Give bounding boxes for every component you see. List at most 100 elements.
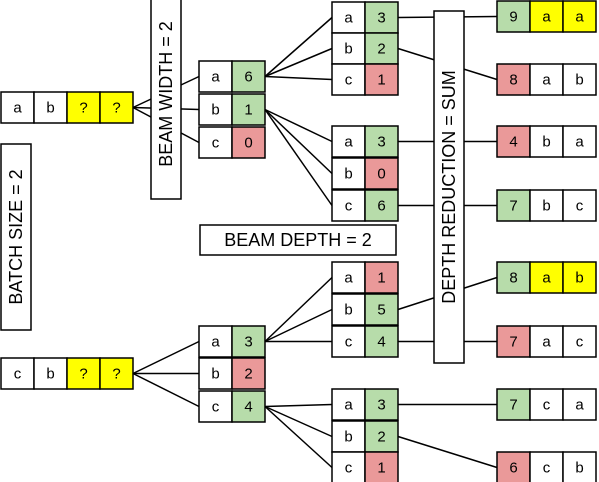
input-cell: b [33,91,68,124]
result-token-cell: a [529,63,564,96]
connector-line [264,405,333,469]
token-cell: a [331,261,366,294]
connector-line [264,403,333,408]
score-cell-text: 0 [377,166,385,183]
score-cell: 1 [364,261,399,294]
result-token-cell-text: b [542,198,550,215]
input-cell: ? [66,91,101,124]
batch-size-text: BATCH SIZE = 2 [6,169,26,304]
input-cell-text: ? [79,100,87,117]
depth-reduction-label: DEPTH REDUCTION = SUM [433,10,465,364]
result-token-cell: c [562,325,597,358]
connector-line [264,75,333,81]
result-token-cell: a [529,325,564,358]
connector-line [264,109,333,206]
result-token-cell: c [562,189,597,222]
input-cell: ? [66,357,101,390]
result-token-cell: a [562,125,597,158]
score-cell: 4 [364,325,399,358]
token-cell: c [198,126,233,159]
score-cell: 3 [364,125,399,158]
beam-depth-label: BEAM DEPTH = 2 [199,224,397,256]
connector-line [264,47,333,78]
result-token-cell: a [529,0,564,33]
input-cell: a [0,91,35,124]
score-cell: 1 [364,451,399,482]
result-token-cell-text: b [575,460,583,477]
input-cell-text: b [46,366,54,383]
token-cell-text: b [344,41,352,58]
token-cell-text: c [345,460,353,477]
result-token-cell-text: c [543,397,551,414]
score-cell-text: 3 [244,334,252,351]
connector-line [264,16,333,78]
score-cell-text: 3 [377,397,385,414]
result-token-cell: c [529,451,564,482]
result-score-cell-text: 8 [509,270,517,287]
result-token-cell-text: a [542,270,551,287]
score-cell: 0 [364,157,399,190]
score-cell-text: 6 [244,69,252,86]
token-cell-text: c [212,399,220,416]
token-cell-text: b [344,302,352,319]
beam-width-text: BEAM WIDTH = 2 [156,21,176,167]
score-cell-text: 4 [377,334,385,351]
input-cell-text: c [14,366,22,383]
result-token-cell-text: b [575,72,583,89]
result-score-cell-text: 7 [509,198,517,215]
result-token-cell-text: a [542,9,551,26]
connector-line [132,340,200,375]
result-score-cell-text: 7 [509,397,517,414]
token-cell: b [331,32,366,65]
result-score-cell: 4 [496,125,531,158]
token-cell: b [331,293,366,326]
score-cell: 3 [364,1,399,34]
input-cell-text: ? [79,366,87,383]
result-score-cell: 7 [496,388,531,421]
result-score-cell: 7 [496,189,531,222]
connector-line [264,276,333,343]
score-cell-text: 1 [377,270,385,287]
result-token-cell-text: a [542,72,551,89]
result-token-cell: c [529,388,564,421]
input-cell-text: ? [112,366,120,383]
token-cell: b [198,93,233,126]
token-cell: b [198,357,233,390]
result-score-cell: 7 [496,325,531,358]
batch-size-label: BATCH SIZE = 2 [0,143,32,331]
score-cell-text: 6 [377,198,385,215]
score-cell-text: 5 [377,302,385,319]
token-cell-text: a [211,69,220,86]
input-cell: b [33,357,68,390]
token-cell: b [331,157,366,190]
score-cell-text: 4 [244,399,252,416]
score-cell: 3 [364,388,399,421]
score-cell: 6 [364,189,399,222]
token-cell-text: b [211,366,219,383]
token-cell: a [198,325,233,358]
score-cell-text: 1 [377,72,385,89]
token-cell-text: a [344,10,353,27]
token-cell-text: c [212,135,220,152]
score-cell: 3 [231,325,266,358]
input-cell: ? [99,357,134,390]
token-cell: a [331,388,366,421]
result-token-cell-text: b [542,134,550,151]
score-cell: 4 [231,390,266,423]
result-score-cell: 6 [496,451,531,482]
score-cell-text: 1 [377,460,385,477]
score-cell: 6 [231,60,266,93]
result-token-cell: a [529,261,564,294]
result-score-cell-text: 8 [509,72,517,89]
score-cell-text: 3 [377,134,385,151]
beam-width-label: BEAM WIDTH = 2 [150,0,182,200]
input-cell: c [0,357,35,390]
token-cell: c [331,189,366,222]
score-cell-text: 2 [244,366,252,383]
token-cell: c [331,451,366,482]
token-cell-text: c [345,198,353,215]
score-cell: 5 [364,293,399,326]
score-cell: 2 [231,357,266,390]
result-token-cell: b [562,451,597,482]
